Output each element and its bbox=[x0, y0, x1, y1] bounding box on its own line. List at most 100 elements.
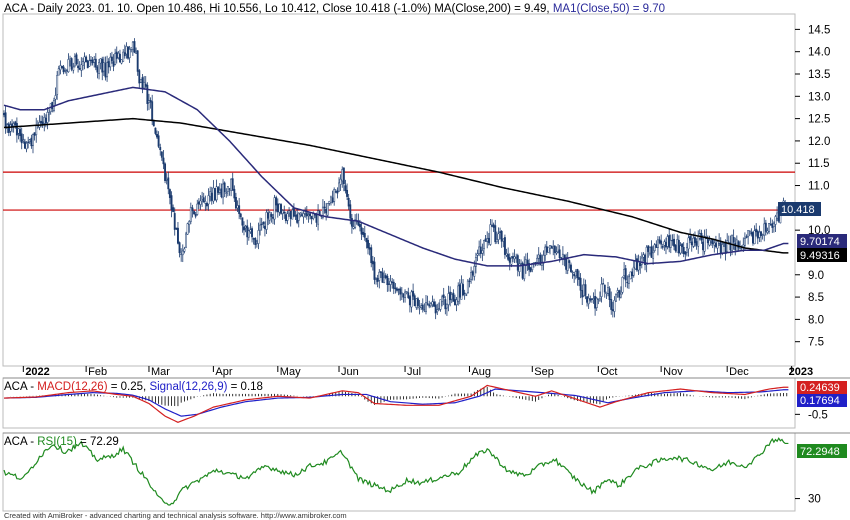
candle bbox=[632, 260, 635, 278]
candle bbox=[426, 295, 429, 306]
candle bbox=[196, 199, 199, 216]
rsi-panel: 30 ACA - RSI(15) = 72.29 72.2948 bbox=[2, 432, 850, 512]
candle bbox=[716, 239, 719, 255]
candle bbox=[183, 246, 186, 254]
month-label: Feb bbox=[88, 366, 107, 378]
candle bbox=[439, 299, 442, 312]
candle bbox=[598, 291, 601, 302]
candle bbox=[172, 204, 175, 213]
price-tick-label: 14.0 bbox=[808, 47, 830, 59]
candle bbox=[595, 296, 598, 311]
candle bbox=[694, 231, 696, 247]
candle bbox=[350, 213, 353, 234]
candle bbox=[465, 293, 468, 297]
candle bbox=[434, 301, 437, 320]
candle bbox=[106, 55, 109, 82]
candle bbox=[445, 303, 448, 316]
candle bbox=[119, 49, 121, 63]
candle bbox=[629, 271, 632, 280]
candle bbox=[186, 222, 189, 235]
candle bbox=[270, 212, 273, 223]
candle bbox=[673, 233, 675, 251]
candle bbox=[25, 141, 28, 153]
candle bbox=[732, 229, 735, 250]
candle bbox=[122, 49, 125, 62]
price-panel: 14.514.013.513.012.512.011.511.010.09.08… bbox=[2, 3, 847, 378]
candle bbox=[339, 174, 342, 191]
candle bbox=[579, 273, 582, 299]
candle bbox=[416, 296, 419, 310]
candle bbox=[70, 57, 73, 72]
candle bbox=[774, 214, 777, 233]
candle bbox=[347, 193, 350, 210]
candle bbox=[518, 259, 521, 277]
candle bbox=[9, 121, 12, 136]
candle bbox=[553, 244, 556, 260]
candle bbox=[652, 245, 655, 265]
candle bbox=[571, 270, 574, 279]
candle bbox=[239, 212, 242, 220]
candle bbox=[139, 78, 142, 83]
candle bbox=[613, 296, 616, 318]
candle bbox=[404, 289, 407, 303]
candle bbox=[205, 202, 208, 210]
candle bbox=[679, 242, 682, 255]
candle bbox=[193, 210, 196, 215]
candle bbox=[584, 279, 587, 300]
rsi-value-label: 72.2948 bbox=[797, 444, 847, 458]
candle bbox=[576, 268, 579, 286]
candle bbox=[494, 219, 497, 245]
candle bbox=[470, 266, 473, 284]
candle bbox=[223, 181, 226, 198]
month-label: May bbox=[280, 366, 301, 378]
candle bbox=[275, 195, 278, 213]
price-tick-label: 8.0 bbox=[808, 314, 824, 326]
price-tick-label: 11.0 bbox=[808, 181, 830, 193]
candle bbox=[755, 223, 758, 237]
candle bbox=[299, 212, 302, 218]
candle bbox=[57, 65, 60, 76]
month-label: Mar bbox=[151, 366, 170, 378]
candle bbox=[214, 188, 216, 201]
candle bbox=[27, 136, 30, 149]
candle bbox=[259, 217, 262, 236]
candle bbox=[202, 192, 205, 203]
ma50-line bbox=[3, 86, 789, 267]
candle bbox=[225, 188, 228, 198]
candle bbox=[215, 179, 218, 203]
price-tick-label: 13.5 bbox=[808, 69, 830, 81]
candle bbox=[476, 249, 479, 262]
candle bbox=[46, 107, 49, 130]
candle bbox=[570, 262, 572, 273]
candle bbox=[568, 259, 571, 269]
candle bbox=[463, 289, 466, 300]
candle bbox=[441, 294, 444, 307]
candle bbox=[173, 207, 176, 236]
candle bbox=[660, 234, 663, 249]
candle bbox=[231, 172, 234, 191]
candle bbox=[503, 234, 506, 259]
candle bbox=[621, 276, 624, 295]
candle bbox=[528, 258, 531, 277]
price-tick-label: 9.0 bbox=[808, 270, 824, 282]
candle bbox=[645, 245, 648, 273]
candle bbox=[67, 53, 70, 73]
candle bbox=[394, 283, 397, 294]
candle bbox=[507, 247, 510, 262]
candle bbox=[128, 45, 131, 63]
candle bbox=[317, 204, 320, 231]
candle bbox=[600, 277, 603, 303]
candle bbox=[742, 237, 745, 252]
candle bbox=[283, 205, 286, 219]
candle bbox=[94, 53, 97, 71]
month-label: Jun bbox=[341, 366, 359, 378]
candle bbox=[75, 52, 78, 66]
svg-text:9.49316: 9.49316 bbox=[800, 250, 840, 262]
candle bbox=[481, 243, 484, 262]
candle bbox=[164, 162, 167, 184]
rsi-tick-label: 30 bbox=[808, 494, 821, 506]
candle bbox=[32, 133, 34, 154]
month-label: 2022 bbox=[25, 366, 49, 378]
price-tick-label: 13.0 bbox=[808, 91, 830, 103]
